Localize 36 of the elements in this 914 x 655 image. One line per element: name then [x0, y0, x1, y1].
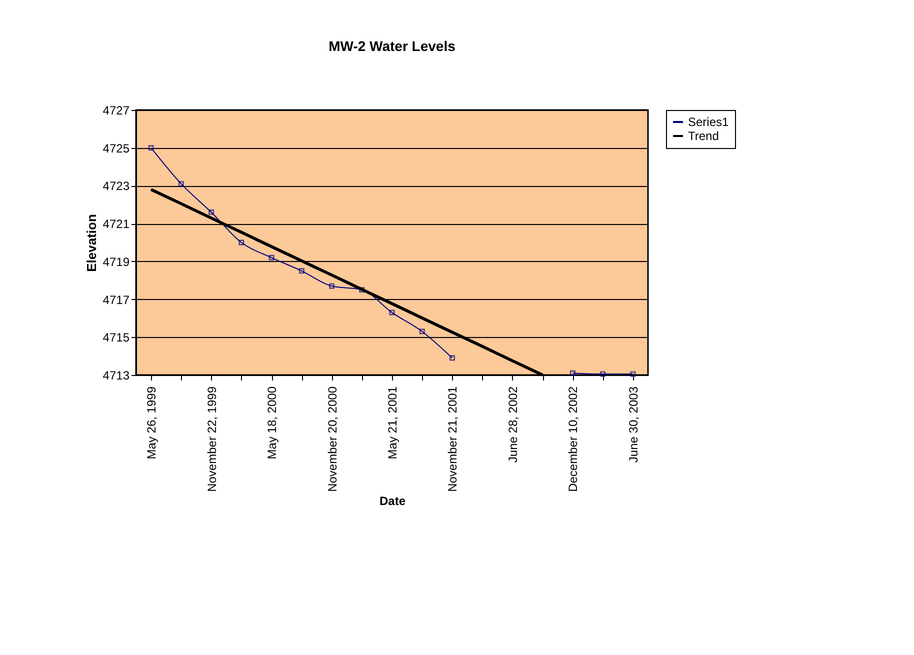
point [208, 209, 214, 215]
point [238, 240, 244, 246]
point [630, 371, 636, 377]
point [178, 181, 184, 187]
chart-title: MW-2 Water Levels [328, 38, 456, 54]
point [329, 283, 334, 289]
x-tick-label: May 18, 2000 [265, 386, 280, 460]
y-axis-title: Elevation [84, 214, 99, 272]
x-tick-label: June 28, 2002 [506, 386, 520, 463]
x-tick-label: May 21, 2001 [386, 386, 400, 460]
x-tick-label: May 26, 1999 [144, 386, 159, 460]
x-tick-label: December 10, 2002 [566, 386, 580, 492]
point [389, 310, 395, 316]
legend-label: Trend [688, 129, 719, 143]
point [359, 287, 365, 293]
y-tick-label: 4719 [102, 254, 130, 269]
x-tick-label: June 30, 2003 [626, 386, 640, 463]
point [148, 145, 154, 151]
x-tick-label: November 20, 2000 [325, 386, 340, 492]
y-tick-label: 4713 [102, 368, 130, 382]
point [570, 370, 576, 376]
x-tick-label: November 22, 1999 [204, 386, 219, 492]
point [268, 254, 274, 260]
legend-label: Series1 [688, 115, 730, 129]
x-axis-title: Date [379, 494, 406, 508]
y-tick-label: 4725 [102, 141, 130, 156]
point [298, 268, 304, 274]
y-tick-label: 4717 [102, 292, 130, 307]
y-tick-label: 4727 [102, 104, 130, 118]
y-tick-label: 4721 [102, 217, 130, 232]
point [600, 371, 606, 377]
y-tick-label: 4723 [102, 179, 130, 194]
point [450, 355, 455, 361]
point [419, 328, 425, 334]
y-tick-label: 4715 [102, 330, 130, 345]
x-tick-label: November 21, 2001 [446, 386, 460, 492]
